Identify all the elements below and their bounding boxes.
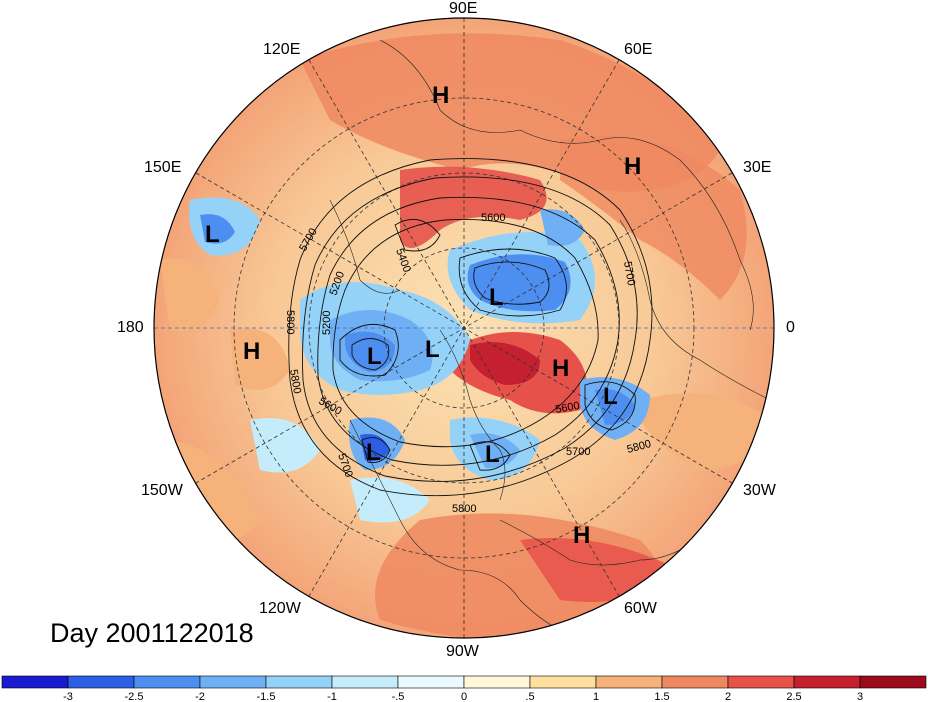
- lon-label-60e: 60E: [624, 41, 653, 58]
- colorbar-tick-11: 2.5: [786, 691, 801, 702]
- pressure-center-0: H: [432, 82, 449, 109]
- lon-label-120e: 120E: [263, 41, 301, 58]
- colorbar-swatch-10: [661, 675, 729, 689]
- pressure-center-9: L: [366, 439, 381, 466]
- map-boundary: [153, 17, 775, 639]
- colorbar-tick-10: 2: [725, 691, 731, 702]
- colorbar-tick-1: -2.5: [125, 691, 144, 702]
- colorbar-swatch-5: [331, 675, 399, 689]
- pressure-center-6: L: [425, 336, 440, 363]
- colorbar-swatch-12: [793, 675, 861, 689]
- colorbar-swatch-1: [67, 675, 135, 689]
- pressure-center-10: L: [485, 441, 500, 468]
- contour-label-13: 5800: [452, 503, 476, 515]
- pressure-center-4: H: [243, 338, 260, 365]
- colorbar-swatch-6: [397, 675, 465, 689]
- lon-label-60w: 60W: [624, 600, 657, 617]
- contour-label-9: 5600: [554, 400, 580, 416]
- pressure-center-11: H: [573, 522, 590, 549]
- contour-label-4: 5800: [284, 310, 296, 334]
- colorbar-swatch-0: [1, 675, 69, 689]
- colorbar-tick-3: -1.5: [257, 691, 276, 702]
- lon-label-30w: 30W: [743, 482, 776, 499]
- pressure-center-8: L: [603, 383, 618, 410]
- colorbar-tick-5: -.5: [392, 691, 405, 702]
- colorbar: -3 -2.5 -2 -1.5 -1 -.5 0 .5 1 1.5 2 2.5 3: [1, 675, 927, 702]
- colorbar-swatch-3: [199, 675, 267, 689]
- colorbar-swatch-4: [265, 675, 333, 689]
- pressure-center-3: L: [489, 284, 504, 311]
- colorbar-swatch-8: [529, 675, 597, 689]
- colorbar-tick-7: .5: [525, 691, 534, 702]
- lon-label-0: 0: [786, 319, 795, 336]
- pressure-center-5: L: [367, 343, 382, 370]
- lon-label-180: 180: [117, 319, 144, 336]
- colorbar-swatch-13: [859, 675, 927, 689]
- date-label: Day 2001122018: [50, 618, 254, 648]
- colorbar-tick-2: -2: [195, 691, 205, 702]
- pressure-center-1: H: [624, 153, 641, 180]
- lon-label-120w: 120W: [259, 600, 301, 617]
- colorbar-tick-4: -1: [327, 691, 337, 702]
- colorbar-swatch-9: [595, 675, 663, 689]
- lon-label-150e: 150E: [144, 159, 182, 176]
- contour-label-5: 5200: [321, 311, 333, 335]
- lon-label-90e: 90E: [449, 0, 478, 17]
- contour-label-10: 5700: [566, 446, 590, 458]
- colorbar-swatch-7: [463, 675, 531, 689]
- pressure-center-2: L: [205, 221, 220, 248]
- colorbar-tick-9: 1.5: [654, 691, 669, 702]
- colorbar-swatch-11: [727, 675, 795, 689]
- lon-label-90w: 90W: [446, 643, 479, 660]
- anomaly-field: H H L L H L L H L L L H 5600 5400 5700 5…: [154, 18, 774, 638]
- contour-label-0: 5600: [481, 212, 505, 224]
- colorbar-tick-0: -3: [63, 691, 73, 702]
- lon-label-150w: 150W: [141, 482, 183, 499]
- colorbar-tick-12: 3: [857, 691, 863, 702]
- colorbar-tick-8: 1: [593, 691, 599, 702]
- colorbar-tick-6: 0: [461, 691, 467, 702]
- pressure-center-7: H: [552, 355, 569, 382]
- lon-label-30e: 30E: [743, 159, 772, 176]
- contour-label-6: 5800: [287, 368, 303, 394]
- contour-label-12: 5700: [621, 260, 637, 286]
- colorbar-swatch-2: [133, 675, 201, 689]
